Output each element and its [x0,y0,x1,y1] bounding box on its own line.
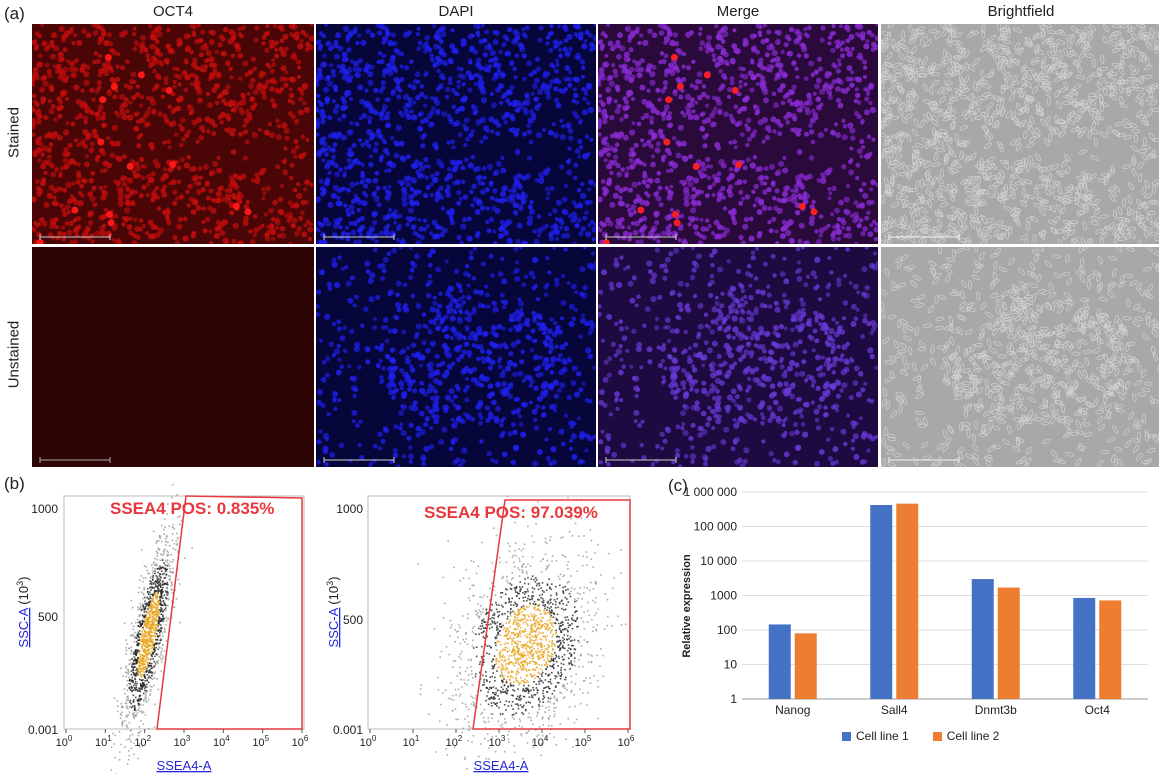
flow2-scatter [417,495,632,772]
flow-x-tick-label: 102 [446,734,463,749]
legend-item-cell-line-2: Cell line 2 [932,729,1000,743]
bar-y-tick-label: 100 [717,623,737,637]
image-oct4-unstained [32,247,314,467]
bar-y-tick-label: 100 000 [694,520,738,534]
flow2-x-axis: 100 101 102 103 104 105 106 [360,729,635,749]
legend-swatch-cell-line-2 [932,731,942,741]
bar-sall4-1 [870,504,893,699]
chart-legend: Cell line 1 Cell line 2 [842,729,999,743]
image-brightfield-unstained [881,247,1159,467]
flow-plot-2: 1000 500 0.001 SSEA4 POS: 97.039% 100 101… [325,495,635,773]
flow2-gate-label: SSEA4 POS: 97.039% [424,503,598,522]
flow1-gate [156,495,303,730]
image-brightfield-stained [881,24,1159,244]
bar-series [768,503,1122,699]
flow1-scatter [110,484,193,774]
legend-label-cell-line-1: Cell line 1 [856,729,909,743]
panel-c-label: (c) [668,476,688,495]
relative-expression-chart: 1 000 000 100 000 10 000 1000 100 10 1 Nanog Sa… [681,485,1148,717]
bar-nanog-1 [768,624,791,699]
flow2-xlabel: SSEA4-A [474,758,529,773]
flow1-gate-label: SSEA4 POS: 0.835% [110,499,274,518]
flow-x-tick-label: 101 [403,734,420,749]
bar-ylabel: Relative expression [681,554,693,658]
bar-dnmt3b-2 [997,587,1020,699]
bar-y-tick-label: 1000 [710,589,737,603]
row-title-stained: Stained [5,107,23,158]
bar-x-tick-label: Oct4 [1085,703,1111,717]
panel-a-label: (a) [4,4,25,23]
legend-item-cell-line-1: Cell line 1 [842,729,909,743]
flow-x-tick-label: 104 [532,734,549,749]
flow1-ylabel: SSC-A(103) [15,577,31,648]
col-title-brightfield: Brightfield [987,3,1055,20]
panel-b-label: (b) [4,474,25,493]
flow-plot-1: 1000 500 0.001 SSEA4 POS: 0.835% 100 101 1… [15,484,309,774]
col-title-merge: Merge [716,3,760,20]
bar-nanog-2 [794,633,817,699]
legend-label-cell-line-2: Cell line 2 [946,729,1000,743]
bar-y-axis: 1 000 000 100 000 10 000 1000 100 10 1 [684,485,738,706]
bar-x-tick-label: Sall4 [881,703,908,717]
image-merge-unstained [598,247,878,467]
flow1-ytick-1000: 1000 [31,502,58,516]
bar-x-axis: Nanog Sall4 Dnmt3b Oct4 [775,703,1110,717]
flow2-ytick-1000: 1000 [336,502,363,516]
flow2-ytick-0001: 0.001 [333,723,363,737]
flow1-xlabel: SSEA4-A [157,758,212,773]
bar-oct4-2 [1099,600,1122,699]
col-title-dapi: DAPI [438,3,474,20]
flow1-ytick-500: 500 [38,610,58,624]
bar-x-tick-label: Dnmt3b [975,703,1017,717]
row-title-unstained: Unstained [5,320,23,389]
bar-y-tick-label: 1 [730,692,737,706]
flow-x-tick-label: 105 [575,734,592,749]
bar-y-tick-label: 10 [724,658,738,672]
legend-swatch-cell-line-1 [842,731,851,741]
flow-x-tick-label: 105 [252,734,269,749]
flow-x-tick-label: 101 [95,734,112,749]
flow-x-tick-label: 103 [489,734,506,749]
flow1-x-axis: 100 101 102 103 104 105 106 [56,729,309,749]
flow1-frame [63,495,305,730]
image-merge-stained [598,24,878,244]
bar-dnmt3b-1 [971,579,994,699]
flow2-ylabel: SSC-A(103) [325,577,341,648]
bar-x-tick-label: Nanog [775,703,810,717]
bar-y-tick-label: 10 000 [700,554,737,568]
bar-sall4-2 [896,503,919,699]
flow-x-tick-label: 104 [213,734,230,749]
flow2-ytick-500: 500 [343,613,363,627]
flow-x-tick-label: 102 [134,734,151,749]
col-title-oct4: OCT4 [152,3,193,20]
flow-x-tick-label: 106 [292,734,309,749]
image-dapi-stained [316,24,596,244]
bar-oct4-1 [1073,597,1096,699]
flow1-ytick-0001: 0.001 [28,723,58,737]
flow-x-tick-label: 103 [174,734,191,749]
bar-y-tick-label: 1 000 000 [684,485,738,499]
flow-x-tick-label: 100 [56,734,73,749]
flow-x-tick-label: 106 [618,734,635,749]
flow-x-tick-label: 100 [360,734,377,749]
image-dapi-unstained [316,247,596,467]
flow2-gate [472,499,631,730]
image-oct4-stained [32,24,314,244]
